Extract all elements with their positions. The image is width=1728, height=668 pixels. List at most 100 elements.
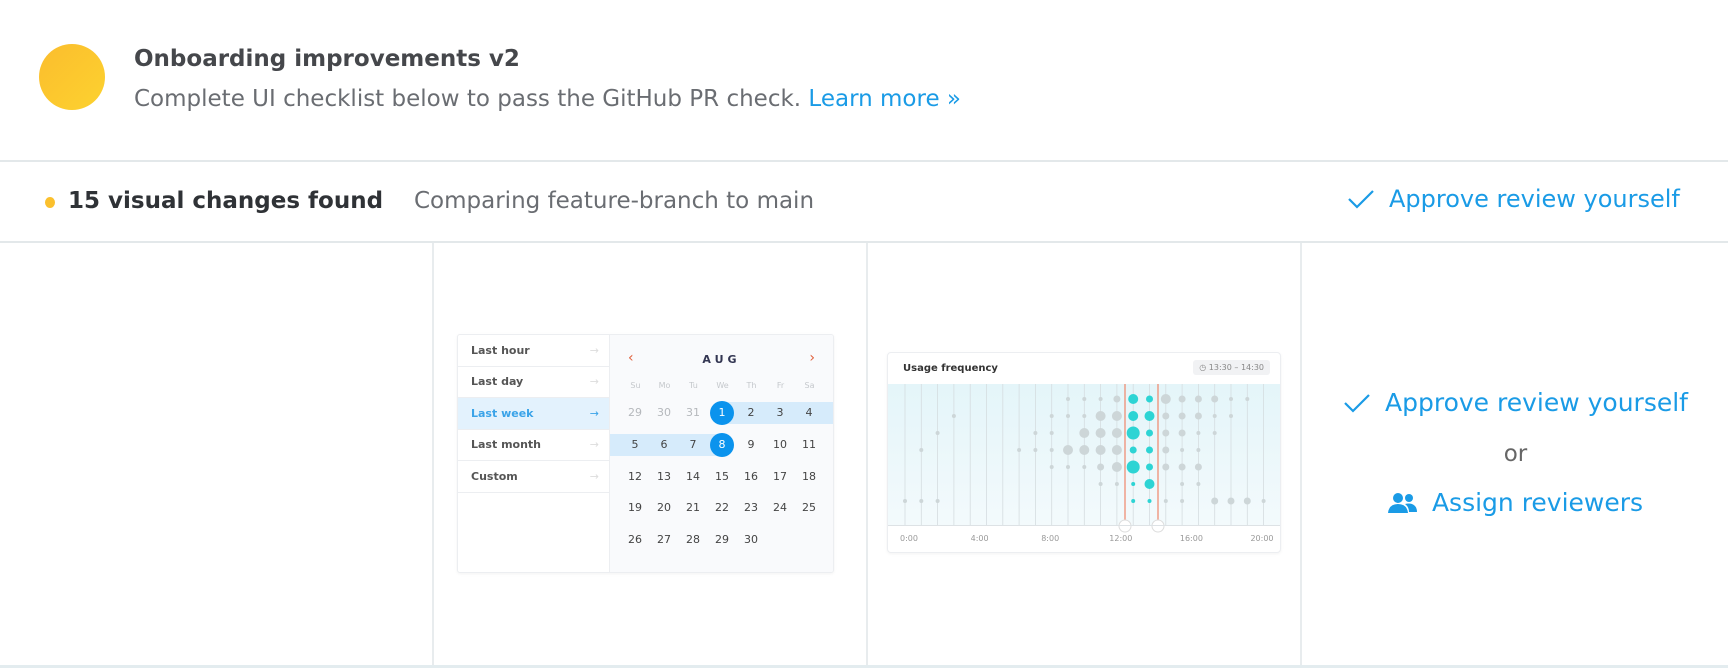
- page-subtitle: Complete UI checklist below to pass the …: [134, 86, 961, 112]
- time-range-chip[interactable]: ◷ 13:30 – 14:30: [1193, 360, 1270, 375]
- calendar-day[interactable]: 20: [657, 501, 671, 514]
- date-picker-preview: Last hour → Last day → Last week → Last month →…: [457, 334, 834, 573]
- calendar-day[interactable]: 16: [744, 470, 758, 483]
- preset-item[interactable]: Last day →: [458, 367, 609, 398]
- calendar-day[interactable]: 29: [715, 533, 729, 546]
- usage-dot: [951, 414, 956, 418]
- calendar-day[interactable]: 6: [660, 438, 668, 451]
- usage-dot: [1245, 397, 1250, 401]
- usage-dot: [1017, 448, 1022, 452]
- calendar-day[interactable]: 15: [715, 470, 729, 483]
- preset-label: Last week: [471, 406, 534, 420]
- approve-review-button[interactable]: Approve review yourself: [1303, 388, 1728, 417]
- calendar-day[interactable]: 30: [657, 406, 671, 419]
- calendar-day[interactable]: 7: [689, 438, 697, 451]
- usage-dot: [1212, 414, 1217, 418]
- x-tick-label: 12:00: [1109, 534, 1133, 543]
- usage-dot: [1095, 428, 1106, 438]
- usage-dot: [1113, 395, 1121, 403]
- range-handle[interactable]: [1151, 519, 1165, 533]
- calendar-day[interactable]: 19: [628, 501, 642, 514]
- calendar-day[interactable]: 11: [802, 438, 816, 451]
- usage-dot: [1126, 426, 1140, 440]
- usage-dot: [1146, 446, 1153, 454]
- usage-dot: [1049, 448, 1054, 452]
- approve-review-button[interactable]: Approve review yourself: [1347, 185, 1680, 213]
- calendar-day[interactable]: 23: [744, 501, 758, 514]
- changes-count: 15 visual changes found: [68, 188, 384, 214]
- usage-dot: [1049, 414, 1054, 418]
- usage-dot: [1114, 482, 1119, 486]
- calendar-day[interactable]: 22: [715, 501, 729, 514]
- usage-dot: [1163, 499, 1168, 503]
- divider: [0, 160, 1728, 162]
- usage-dot: [1063, 445, 1073, 455]
- check-icon: [1344, 393, 1370, 413]
- x-tick-label: 0:00: [900, 534, 918, 543]
- calendar-day[interactable]: 4: [805, 406, 813, 419]
- usage-dot: [1162, 446, 1170, 454]
- calendar-day[interactable]: 10: [773, 438, 787, 451]
- learn-more-link[interactable]: Learn more »: [808, 86, 961, 112]
- preset-label: Last hour: [471, 343, 530, 357]
- assign-reviewers-button[interactable]: Assign reviewers: [1303, 488, 1728, 517]
- calendar-day[interactable]: 31: [686, 406, 700, 419]
- usage-dot: [1095, 411, 1106, 421]
- preset-item[interactable]: Last month →: [458, 430, 609, 461]
- calendar-day[interactable]: 24: [773, 501, 787, 514]
- weekday-label: Fr: [776, 381, 785, 390]
- calendar-day[interactable]: 18: [802, 470, 816, 483]
- calendar-day[interactable]: 13: [657, 470, 671, 483]
- range-handle[interactable]: [1118, 519, 1132, 533]
- status-dot-icon: [45, 197, 55, 208]
- preset-item[interactable]: Last week →: [458, 398, 609, 430]
- calendar-day[interactable]: 25: [802, 501, 816, 514]
- divider: [0, 665, 1728, 668]
- weekday-label: Tu: [689, 381, 698, 390]
- calendar-day[interactable]: 2: [747, 406, 755, 419]
- calendar-day[interactable]: 1: [710, 401, 734, 425]
- preset-label: Last day: [471, 375, 524, 389]
- users-icon: [1387, 492, 1417, 513]
- branch-comparison: Comparing feature-branch to main: [414, 188, 815, 214]
- usage-dot: [1095, 445, 1106, 455]
- usage-dot: [1066, 414, 1070, 418]
- chevron-right-icon[interactable]: ›: [809, 350, 815, 366]
- calendar-day[interactable]: 26: [628, 533, 642, 546]
- usage-dot: [1162, 429, 1170, 437]
- calendar-day[interactable]: 9: [747, 438, 755, 451]
- preset-label: Custom: [471, 469, 518, 483]
- usage-dot: [1049, 431, 1054, 435]
- usage-dot: [1033, 431, 1038, 435]
- calendar-day[interactable]: 8: [710, 433, 734, 457]
- preset-item[interactable]: Custom →: [458, 461, 609, 493]
- preset-item[interactable]: Last hour →: [458, 335, 609, 367]
- calendar-day[interactable]: 27: [657, 533, 671, 546]
- calendar-day[interactable]: 3: [776, 406, 784, 419]
- calendar-day[interactable]: 5: [631, 438, 639, 451]
- calendar-day[interactable]: 14: [686, 470, 700, 483]
- usage-dot: [1229, 414, 1233, 418]
- usage-dot: [903, 499, 907, 503]
- usage-dot: [1131, 482, 1136, 486]
- usage-dot: [1079, 445, 1090, 455]
- preset-list: Last hour → Last day → Last week → Last month →…: [458, 335, 610, 572]
- usage-dot: [1227, 497, 1235, 505]
- month-label: AUG: [702, 353, 741, 366]
- calendar-day[interactable]: 21: [686, 501, 700, 514]
- calendar-day[interactable]: 12: [628, 470, 642, 483]
- check-icon: [1348, 190, 1374, 209]
- chevron-left-icon[interactable]: ‹: [628, 350, 634, 366]
- usage-dot: [919, 448, 924, 452]
- weekday-label: Mo: [658, 381, 671, 390]
- usage-dot: [1178, 463, 1186, 471]
- arrow-right-icon: →: [589, 469, 599, 483]
- calendar-day[interactable]: 17: [773, 470, 787, 483]
- calendar-day[interactable]: 28: [686, 533, 700, 546]
- calendar-day[interactable]: 29: [628, 406, 642, 419]
- usage-dot: [1212, 431, 1217, 435]
- weekday-label: Su: [630, 381, 641, 390]
- calendar-day[interactable]: 30: [744, 533, 758, 546]
- range-highlight: [610, 434, 722, 456]
- x-tick-label: 16:00: [1179, 534, 1203, 543]
